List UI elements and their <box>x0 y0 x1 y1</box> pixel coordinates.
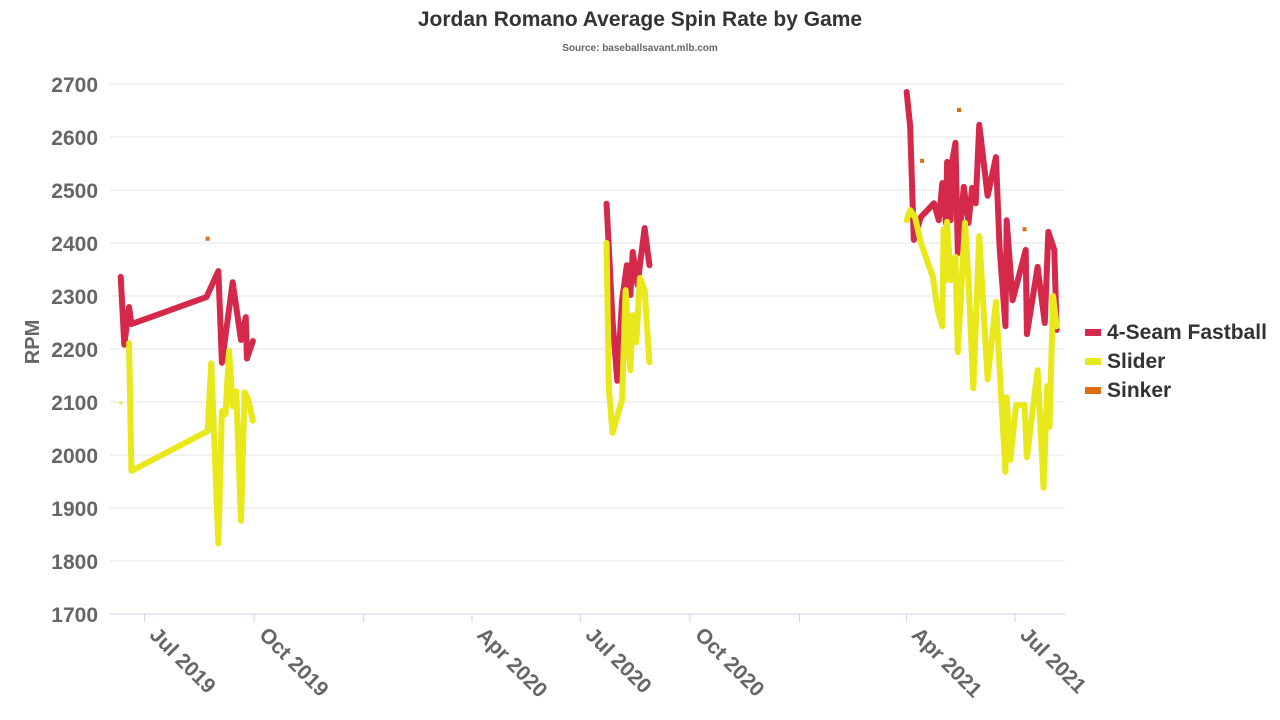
legend: 4-Seam Fastball Slider Sinker <box>1085 318 1267 405</box>
legend-swatch <box>1085 358 1101 365</box>
y-tick-label: 1700 <box>51 604 98 627</box>
series-line-segment[interactable] <box>603 200 653 384</box>
y-tick-label: 2700 <box>51 74 98 97</box>
y-tick-label: 2100 <box>51 392 98 415</box>
x-tick-label: Apr 2020 <box>472 623 551 702</box>
x-tick-label: Oct 2019 <box>255 623 333 701</box>
series-lines <box>117 88 1060 547</box>
y-axis-label: RPM <box>22 320 44 364</box>
y-tick-label: 2400 <box>51 233 98 256</box>
x-tick-label: Jul 2021 <box>1015 623 1090 698</box>
data-point[interactable] <box>920 158 925 163</box>
y-tick-label: 2600 <box>51 127 98 150</box>
chart-subtitle: Source: baseballsavant.mlb.com <box>562 43 718 54</box>
y-tick-label: 1800 <box>51 551 98 574</box>
x-tick-label: Jul 2019 <box>145 623 220 698</box>
x-tick-label: Oct 2020 <box>690 623 768 701</box>
legend-item-slider[interactable]: Slider <box>1085 347 1267 376</box>
y-tick-label: 1900 <box>51 498 98 521</box>
x-axis-ticks: Jul 2019 Oct 2019 Apr 2020 Jul 2020 Oct 2020… <box>144 614 1091 702</box>
series-line-segment[interactable] <box>603 240 653 436</box>
data-point[interactable] <box>1022 227 1027 232</box>
legend-item-4-seam-fastball[interactable]: 4-Seam Fastball <box>1085 318 1267 347</box>
legend-swatch <box>1085 329 1101 336</box>
x-tick-label: Apr 2021 <box>907 623 986 702</box>
legend-item-sinker[interactable]: Sinker <box>1085 376 1267 405</box>
series-line-segment[interactable] <box>117 268 256 366</box>
gridlines <box>110 83 1065 615</box>
series-slider <box>119 207 1060 547</box>
y-tick-label: 2200 <box>51 339 98 362</box>
y-axis-ticks: 1700 1800 1900 2000 2100 2200 2300 2400 2500 2600… <box>51 74 98 627</box>
y-tick-label: 2000 <box>51 445 98 468</box>
data-point[interactable] <box>119 401 123 405</box>
series-line-segment[interactable] <box>903 88 1060 338</box>
series-sinker <box>205 107 1027 241</box>
y-tick-label: 2500 <box>51 180 98 203</box>
series-line-segment[interactable] <box>126 340 256 547</box>
series-4-seam-fastball <box>117 88 1060 384</box>
data-point[interactable] <box>205 236 210 241</box>
data-point[interactable] <box>957 107 962 112</box>
y-tick-label: 2300 <box>51 286 98 309</box>
legend-swatch <box>1085 387 1101 394</box>
series-line-segment[interactable] <box>903 207 1060 491</box>
chart-title: Jordan Romano Average Spin Rate by Game <box>417 8 863 31</box>
x-tick-label: Jul 2020 <box>581 623 656 698</box>
